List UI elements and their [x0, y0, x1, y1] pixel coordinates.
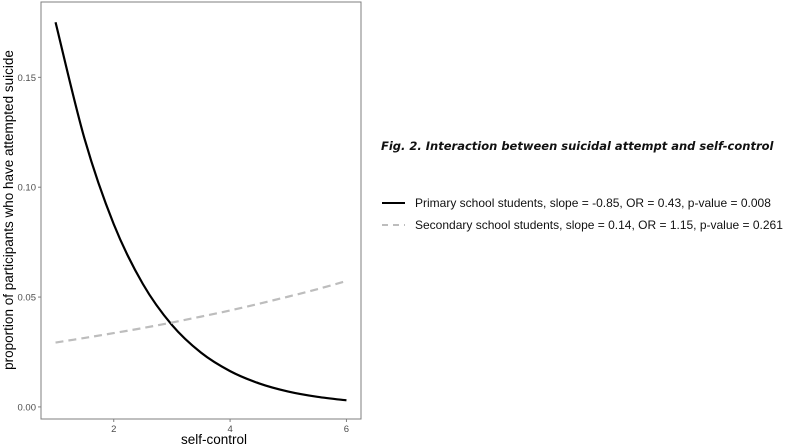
plot-panel [40, 1, 362, 420]
y-tick-label: 0.15 [18, 73, 37, 84]
legend-label-secondary: Secondary school students, slope = 0.14,… [415, 218, 783, 232]
y-tick-label: 0.00 [18, 402, 37, 413]
figure-title: Fig. 2. Interaction between suicidal att… [381, 139, 774, 153]
series-line-secondary [55, 279, 347, 344]
y-axis-label: proportion of participants who have atte… [1, 50, 16, 370]
legend-label-primary: Primary school students, slope = -0.85, … [415, 196, 771, 210]
y-tick-label: 0.10 [18, 183, 37, 194]
x-tick-label: 6 [344, 424, 349, 435]
x-tick-label: 2 [111, 424, 116, 435]
y-tick-label: 0.05 [18, 293, 37, 304]
series-line-primary [54, 21, 347, 402]
x-axis-label: self-control [181, 432, 247, 447]
x-tick-label: 4 [227, 424, 232, 435]
